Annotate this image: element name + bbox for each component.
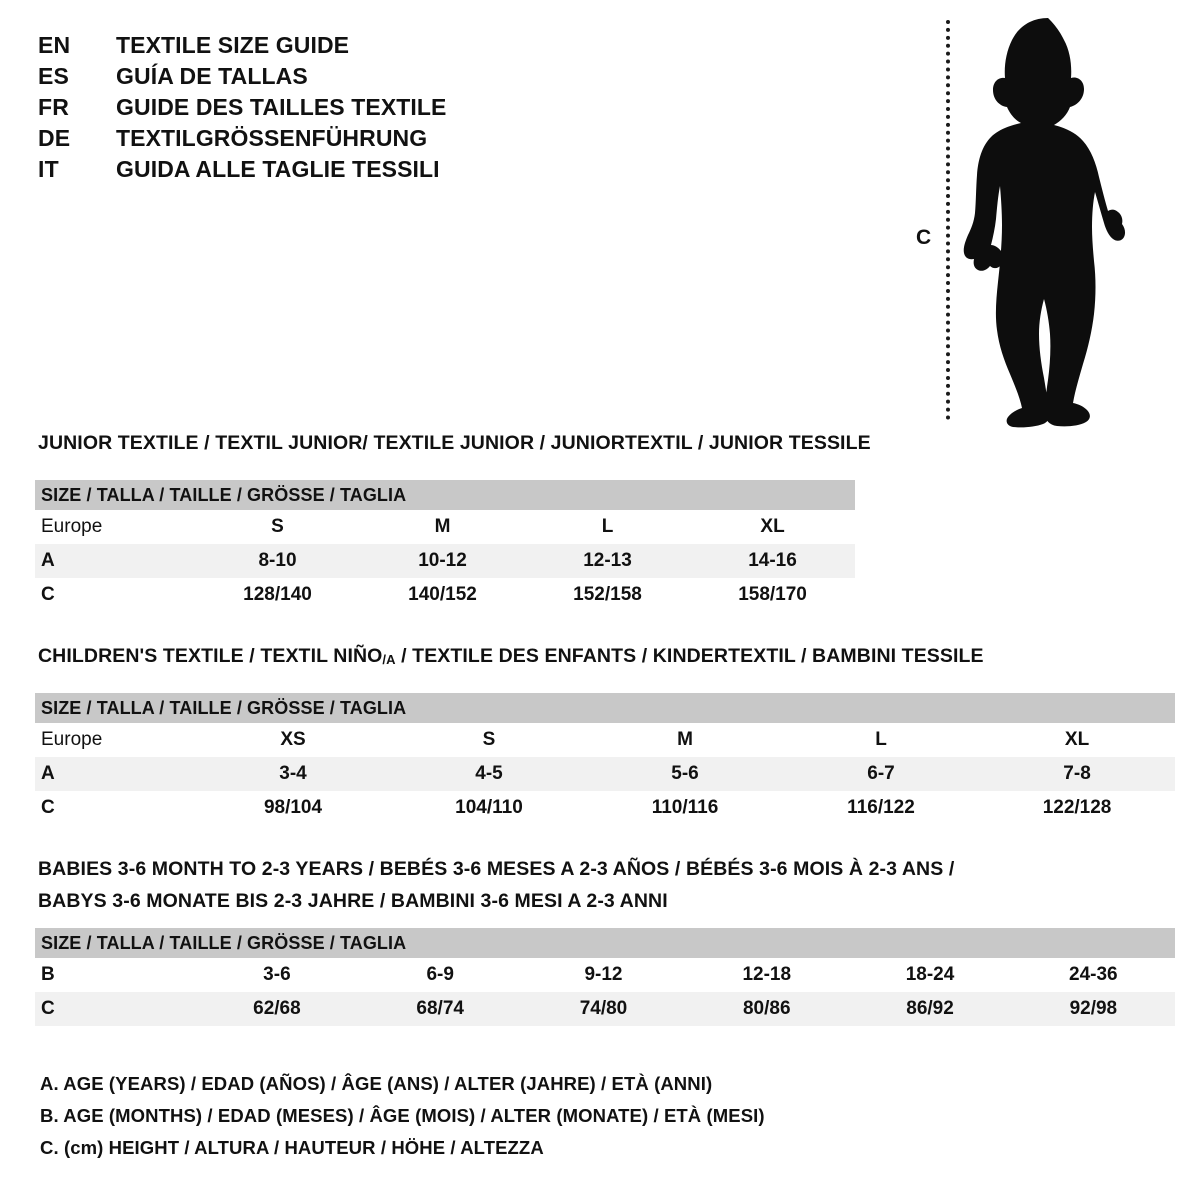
- section-heading-babies-line2: BABYS 3-6 MONATE BIS 2-3 JAHRE / BAMBINI…: [38, 890, 668, 912]
- children-size-bar-label: SIZE / TALLA / TAILLE / GRÖSSE / TAGLIA: [35, 693, 1176, 723]
- babies-row-b-value-4: 12-18: [742, 964, 792, 985]
- junior-row-a-value-s: 8-10: [258, 550, 297, 571]
- junior-size-bar-label: SIZE / TALLA / TAILLE / GRÖSSE / TAGLIA: [35, 480, 856, 510]
- height-reference-figure: C: [900, 8, 1130, 428]
- junior-table-row-c: C 128/140 140/152 152/158 158/170: [35, 578, 856, 612]
- language-code-en: EN: [38, 32, 71, 58]
- junior-row-c-value-xl: 158/170: [738, 584, 807, 605]
- section-heading-junior: JUNIOR TEXTILE / TEXTIL JUNIOR/ TEXTILE …: [38, 432, 871, 455]
- babies-table-bar-row: SIZE / TALLA / TAILLE / GRÖSSE / TAGLIA: [35, 928, 1175, 958]
- section-heading-children-pre: CHILDREN'S TEXTILE / TEXTIL NIÑO: [38, 645, 383, 667]
- junior-row-a-value-xl: 14-16: [748, 550, 797, 571]
- children-header-size-l: L: [875, 729, 887, 750]
- height-marker-label: C: [916, 226, 932, 249]
- section-heading-children-post: / TEXTILE DES ENFANTS / KINDERTEXTIL / B…: [395, 645, 984, 667]
- junior-header-size-xl: XL: [760, 516, 785, 537]
- height-dotted-line: [946, 20, 950, 420]
- children-row-a-value-xs: 3-4: [279, 763, 307, 784]
- title-row-de: DE TEXTILGRÖSSENFÜHRUNG: [38, 125, 598, 156]
- section-heading-babies-line1: BABIES 3-6 MONTH TO 2-3 YEARS / BEBÉS 3-…: [38, 858, 955, 880]
- children-row-a-label: A: [41, 763, 55, 784]
- babies-size-table: SIZE / TALLA / TAILLE / GRÖSSE / TAGLIA …: [35, 928, 1175, 1026]
- title-text-es: GUÍA DE TALLAS: [116, 63, 308, 89]
- junior-table-bar-row: SIZE / TALLA / TAILLE / GRÖSSE / TAGLIA: [35, 480, 856, 510]
- children-row-a-value-l: 6-7: [867, 763, 895, 784]
- children-row-c-label: C: [41, 797, 55, 818]
- section-heading-babies: BABIES 3-6 MONTH TO 2-3 YEARS / BEBÉS 3-…: [38, 858, 954, 913]
- children-row-a-value-m: 5-6: [671, 763, 699, 784]
- children-row-c-value-s: 104/110: [455, 797, 523, 818]
- children-table-header-row: Europe XS S M L XL: [35, 723, 1176, 757]
- title-row-fr: FR GUIDE DES TAILLES TEXTILE: [38, 94, 598, 125]
- junior-table-header-row: Europe S M L XL: [35, 510, 856, 544]
- children-row-c-value-xl: 122/128: [1042, 797, 1112, 818]
- children-header-size-s: S: [482, 729, 496, 750]
- babies-row-b-value-1: 3-6: [263, 964, 291, 985]
- babies-row-b-value-6: 24-36: [1069, 964, 1118, 985]
- junior-row-a-value-m: 10-12: [418, 550, 467, 571]
- children-row-c-value-m: 110/116: [651, 797, 719, 818]
- section-heading-children-sub: /A: [382, 652, 396, 667]
- children-header-size-m: M: [677, 729, 693, 750]
- children-row-a-value-s: 4-5: [475, 763, 503, 784]
- toddler-silhouette-icon: [963, 18, 1126, 428]
- babies-row-c-value-3: 74/80: [579, 998, 628, 1019]
- junior-row-a-value-l: 12-13: [583, 550, 632, 571]
- children-table-row-a: A 3-4 4-5 5-6 6-7 7-8: [35, 757, 1176, 791]
- junior-table-row-a: A 8-10 10-12 12-13 14-16: [35, 544, 856, 578]
- children-row-a-value-xl: 7-8: [1063, 763, 1091, 784]
- children-header-size-xs: XS: [280, 729, 306, 750]
- babies-row-c-value-1: 62/68: [253, 998, 301, 1019]
- babies-row-c-value-6: 92/98: [1069, 998, 1118, 1019]
- title-row-it: IT GUIDA ALLE TAGLIE TESSILI: [38, 156, 598, 187]
- title-row-es: ES GUÍA DE TALLAS: [38, 63, 598, 94]
- legend-line-b: B. AGE (MONTHS) / EDAD (MESES) / ÂGE (MO…: [40, 1105, 765, 1126]
- junior-row-c-value-l: 152/158: [573, 584, 642, 605]
- junior-row-c-label: C: [41, 584, 55, 605]
- babies-size-bar-label: SIZE / TALLA / TAILLE / GRÖSSE / TAGLIA: [35, 928, 1175, 958]
- babies-row-c-value-2: 68/74: [416, 998, 464, 1019]
- language-code-es: ES: [38, 63, 70, 89]
- children-header-region-label: Europe: [41, 729, 103, 750]
- babies-row-c-value-5: 86/92: [906, 998, 954, 1019]
- babies-row-b-value-5: 18-24: [905, 964, 955, 985]
- junior-size-table: SIZE / TALLA / TAILLE / GRÖSSE / TAGLIA …: [35, 480, 856, 612]
- babies-table-row-c: C 62/68 68/74 74/80 80/86 86/92 92/98: [35, 992, 1175, 1026]
- babies-table-row-b: B 3-6 6-9 9-12 12-18 18-24 24-36: [35, 958, 1175, 992]
- children-row-c-value-l: 116/122: [847, 797, 915, 818]
- babies-row-b-value-2: 6-9: [426, 964, 454, 985]
- section-heading-junior-text: JUNIOR TEXTILE / TEXTIL JUNIOR/ TEXTILE …: [38, 432, 871, 454]
- babies-row-b-label: B: [41, 964, 55, 985]
- junior-row-c-value-m: 140/152: [408, 584, 477, 605]
- children-table-bar-row: SIZE / TALLA / TAILLE / GRÖSSE / TAGLIA: [35, 693, 1176, 723]
- legend-line-a: A. AGE (YEARS) / EDAD (AÑOS) / ÂGE (ANS)…: [40, 1073, 713, 1094]
- language-code-de: DE: [38, 125, 71, 151]
- children-row-c-value-xs: 98/104: [263, 797, 323, 818]
- children-size-table: SIZE / TALLA / TAILLE / GRÖSSE / TAGLIA …: [35, 693, 1176, 825]
- children-header-size-xl: XL: [1064, 729, 1090, 750]
- title-text-fr: GUIDE DES TAILLES TEXTILE: [116, 94, 447, 120]
- language-code-it: IT: [38, 156, 59, 182]
- title-text-en: TEXTILE SIZE GUIDE: [116, 32, 350, 58]
- junior-header-size-s: S: [271, 516, 284, 537]
- junior-row-c-value-s: 128/140: [243, 584, 312, 605]
- measurement-legend: A. AGE (YEARS) / EDAD (AÑOS) / ÂGE (ANS)…: [40, 1068, 940, 1164]
- junior-header-size-l: L: [601, 516, 614, 537]
- junior-header-region-label: Europe: [41, 516, 103, 537]
- babies-row-c-label: C: [41, 998, 55, 1019]
- legend-line-c: C. (cm) HEIGHT / ALTURA / HAUTEUR / HÖHE…: [40, 1137, 544, 1158]
- language-code-fr: FR: [38, 94, 70, 120]
- section-heading-children: CHILDREN'S TEXTILE / TEXTIL NIÑO/A / TEX…: [38, 645, 984, 668]
- title-row-en: EN TEXTILE SIZE GUIDE: [38, 32, 598, 63]
- children-table-row-c: C 98/104 104/110 110/116 116/122 122/128: [35, 791, 1176, 825]
- title-text-it: GUIDA ALLE TAGLIE TESSILI: [116, 156, 440, 182]
- language-title-block: EN TEXTILE SIZE GUIDE ES GUÍA DE TALLAS …: [38, 32, 598, 187]
- babies-row-b-value-3: 9-12: [584, 964, 623, 985]
- junior-row-a-label: A: [41, 550, 55, 571]
- babies-row-c-value-4: 80/86: [742, 998, 791, 1019]
- junior-header-size-m: M: [434, 516, 451, 537]
- title-text-de: TEXTILGRÖSSENFÜHRUNG: [116, 125, 428, 151]
